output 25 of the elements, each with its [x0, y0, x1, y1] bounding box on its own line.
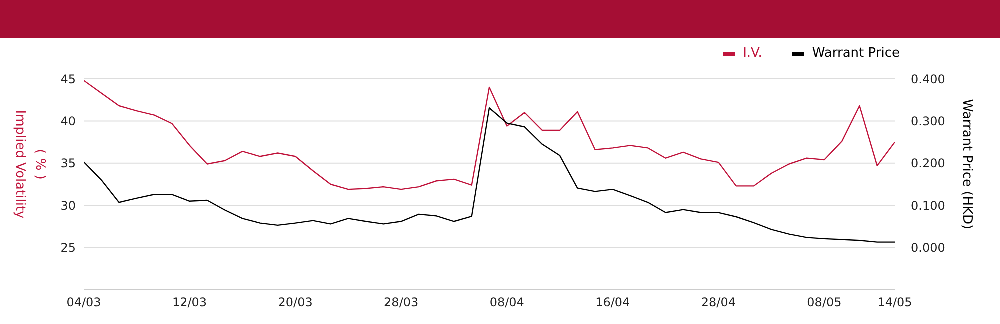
- y2-tick-label: 0.100: [911, 198, 946, 213]
- y2-tick-label: 0.300: [911, 114, 946, 128]
- y-tick-label: 25: [60, 241, 76, 256]
- x-tick-label: 08/04: [490, 296, 524, 310]
- y2-tick-label: 0.200: [911, 156, 946, 171]
- legend-label: Warrant Price: [812, 46, 900, 61]
- y-axis-title: Implied Volatility ( % ): [12, 110, 48, 220]
- y2-tick-label: 0.400: [911, 72, 946, 86]
- y-tick-label: 45: [60, 72, 76, 86]
- y2-tick-label: 0.000: [911, 241, 946, 256]
- x-tick-label: 14/05: [878, 296, 912, 310]
- x-tick-label: 04/03: [66, 296, 102, 310]
- x-tick-label: 28/03: [384, 296, 419, 310]
- y-tick-label: 35: [60, 156, 76, 171]
- x-tick-label: 12/03: [172, 296, 208, 310]
- x-tick-label: 08/05: [807, 296, 842, 310]
- y-tick-label: 30: [60, 198, 76, 213]
- legend-label: I.V.: [743, 46, 762, 61]
- line-series: [84, 108, 895, 243]
- x-tick-label: 16/04: [596, 296, 630, 310]
- x-tick-label: 20/03: [278, 296, 313, 310]
- line-series: [84, 80, 895, 190]
- y2-axis-title: Warrant Price (HKD): [960, 99, 974, 230]
- y-tick-label: 40: [60, 114, 76, 128]
- x-tick-label: 28/04: [701, 296, 736, 310]
